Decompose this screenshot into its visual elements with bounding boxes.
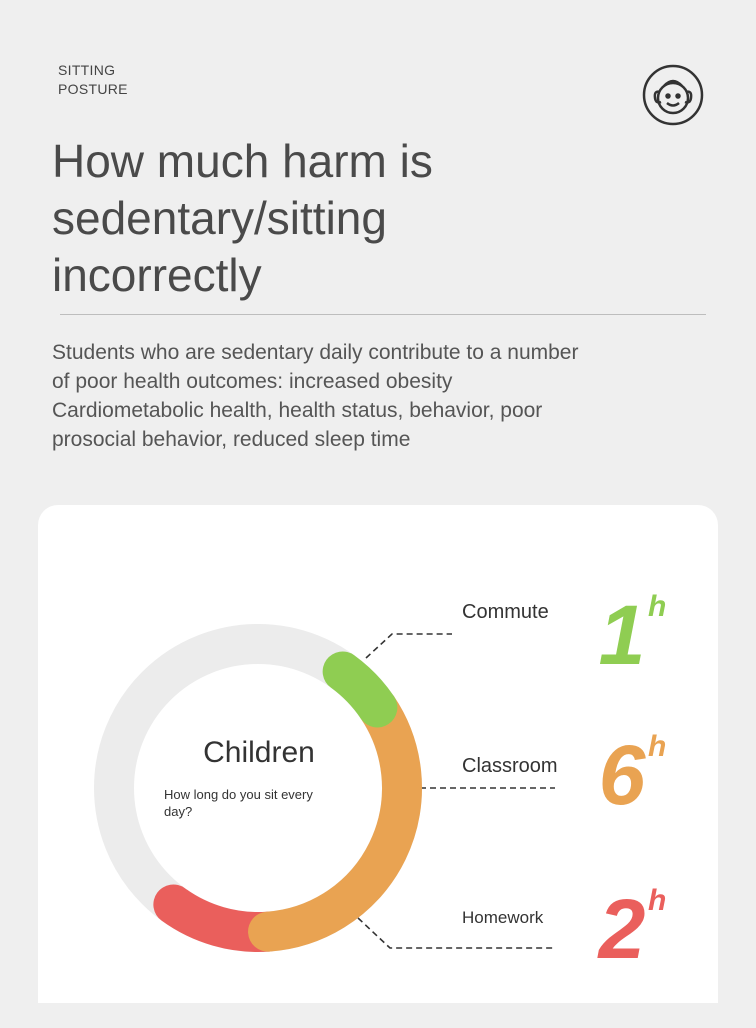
item-unit: h bbox=[648, 590, 666, 623]
center-subtitle: How long do you sit every day? bbox=[164, 787, 313, 819]
divider bbox=[60, 314, 706, 315]
category-line: POSTURE bbox=[58, 81, 128, 97]
title: How much harm is sedentary/sitting incor… bbox=[52, 135, 433, 301]
arc-segment bbox=[248, 687, 422, 952]
item-unit: h bbox=[648, 730, 666, 763]
item-value: 1 bbox=[599, 588, 646, 682]
center-title: Children bbox=[203, 736, 315, 769]
item-label: Classroom bbox=[462, 755, 558, 777]
arc-segment bbox=[322, 651, 398, 728]
item-label: Commute bbox=[462, 601, 549, 623]
category: SITTING POSTURE bbox=[58, 61, 128, 99]
center-subtitle-box: How long do you sit every day? bbox=[164, 787, 313, 819]
arcs bbox=[153, 651, 422, 952]
item-label: Homework bbox=[462, 908, 544, 927]
avatar-icon bbox=[642, 64, 704, 126]
category-line: SITTING bbox=[58, 62, 116, 78]
item-unit: h bbox=[648, 884, 666, 917]
item-value: 2 bbox=[597, 882, 646, 976]
description: Students who are sedentary daily contrib… bbox=[52, 341, 579, 451]
leaders bbox=[357, 633, 555, 949]
item-value: 6 bbox=[599, 728, 647, 822]
